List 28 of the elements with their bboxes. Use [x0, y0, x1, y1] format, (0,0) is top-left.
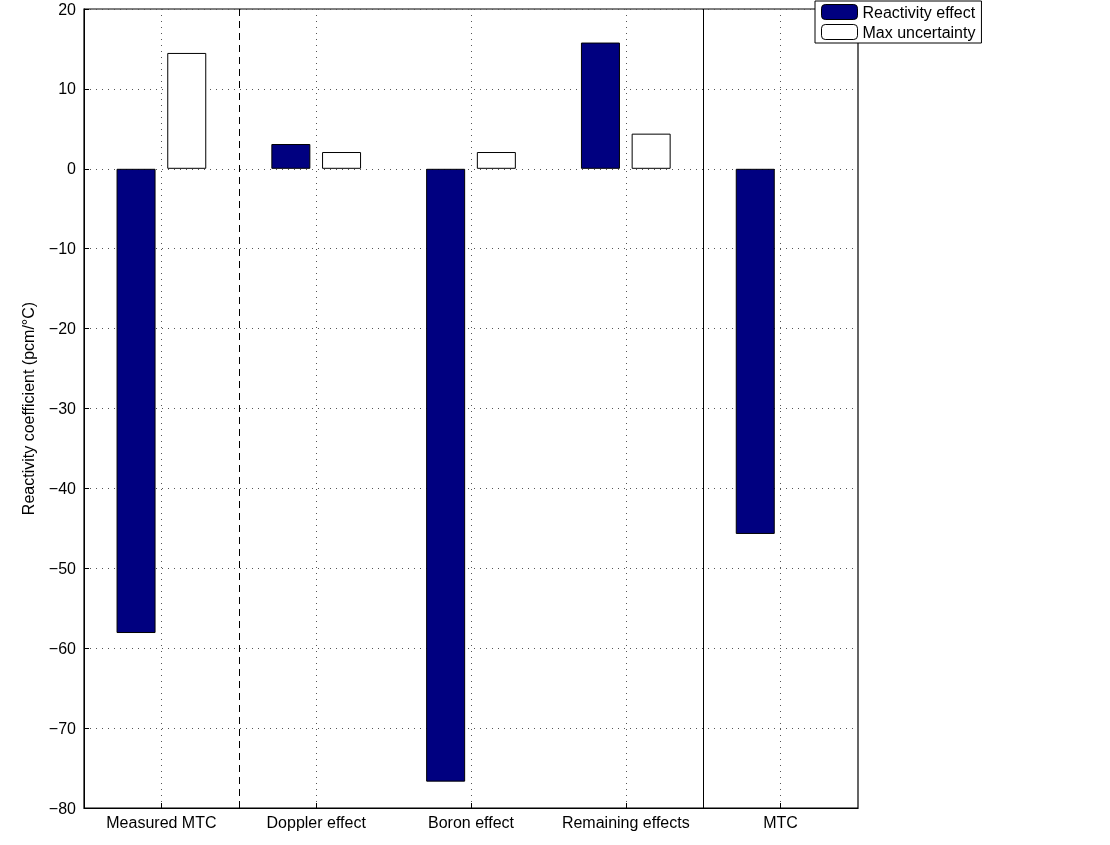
bar — [322, 152, 362, 169]
y-tick-label: −80 — [48, 799, 77, 817]
bar — [476, 152, 516, 169]
bar — [735, 168, 775, 534]
bar — [116, 168, 156, 634]
y-tick-label: −30 — [48, 400, 77, 417]
y-tick-label: −40 — [48, 479, 77, 497]
y-tick-label: −10 — [48, 240, 77, 258]
x-tick-label: Remaining effects — [561, 813, 690, 831]
y-tick-label: 0 — [67, 160, 77, 178]
y-tick-label: −50 — [48, 559, 77, 577]
bar — [426, 168, 466, 782]
y-tick-label: 10 — [58, 80, 77, 98]
y-tick-label: −60 — [48, 639, 77, 657]
legend-label: Reactivity effect — [862, 3, 976, 21]
y-axis-title: Reactivity coefficient (pcm/°C) — [19, 301, 37, 516]
bar — [631, 133, 671, 169]
bar — [271, 144, 311, 169]
y-tick-label: −70 — [48, 719, 77, 737]
x-tick-label: Measured MTC — [106, 813, 217, 831]
x-tick-label: Doppler effect — [266, 813, 367, 831]
x-tick-label: MTC — [763, 813, 798, 831]
legend-label: Max uncertainty — [862, 23, 976, 41]
bar — [580, 42, 620, 169]
y-tick-label: −20 — [48, 320, 77, 338]
y-tick-label: 20 — [58, 0, 77, 18]
x-tick-label: Boron effect — [428, 813, 515, 831]
bar — [167, 52, 207, 169]
